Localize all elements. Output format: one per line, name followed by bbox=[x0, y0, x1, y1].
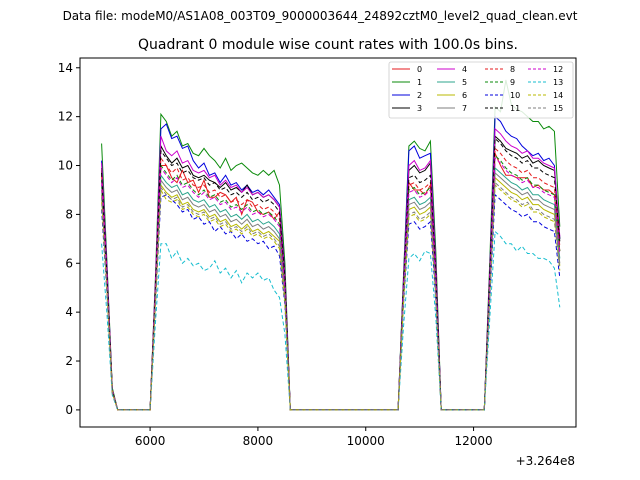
legend-label: 11 bbox=[510, 104, 520, 113]
figure-suptitle: Data file: modeM0/AS1A08_003T09_90000036… bbox=[63, 9, 578, 23]
legend-entry-3: 3 bbox=[392, 104, 422, 113]
legend-entry-1: 1 bbox=[392, 78, 422, 87]
y-tick-label: 8 bbox=[65, 207, 73, 221]
series-layer bbox=[101, 79, 561, 411]
legend-entry-12: 12 bbox=[528, 65, 563, 74]
legend-entry-0: 0 bbox=[392, 65, 422, 74]
plot-frame bbox=[80, 58, 576, 427]
legend-entry-7: 7 bbox=[437, 104, 467, 113]
legend-entry-13: 13 bbox=[528, 78, 563, 87]
legend-entry-4: 4 bbox=[437, 65, 467, 74]
legend-label: 8 bbox=[510, 65, 515, 74]
plot-area bbox=[79, 57, 577, 428]
series-line-11 bbox=[101, 137, 561, 411]
legend-label: 7 bbox=[462, 104, 467, 113]
legend-label: 5 bbox=[462, 78, 467, 87]
axes-border bbox=[79, 57, 577, 428]
legend-entry-5: 5 bbox=[437, 78, 467, 87]
legend-label: 9 bbox=[510, 78, 515, 87]
legend-label: 4 bbox=[462, 65, 467, 74]
legend-label: 0 bbox=[417, 65, 422, 74]
legend-label: 1 bbox=[417, 78, 422, 87]
legend-frame bbox=[388, 61, 574, 119]
legend-entry-11: 11 bbox=[485, 104, 520, 113]
x-tick-label: 6000 bbox=[135, 434, 166, 448]
y-axis: 0 2 4 6 8 10 12 14 bbox=[58, 61, 80, 417]
legend-label: 2 bbox=[417, 91, 422, 100]
y-tick-label: 12 bbox=[58, 110, 73, 124]
legend-label: 14 bbox=[553, 91, 563, 100]
y-tick-label: 14 bbox=[58, 61, 73, 75]
legend-label: 12 bbox=[553, 65, 563, 74]
legend-label: 13 bbox=[553, 78, 563, 87]
chart-title: Quadrant 0 module wise count rates with … bbox=[138, 37, 518, 53]
legend-label: 10 bbox=[510, 91, 520, 100]
y-tick-label: 10 bbox=[58, 159, 73, 173]
legend-entry-9: 9 bbox=[485, 78, 515, 87]
legend-entry-15: 15 bbox=[528, 104, 563, 113]
legend-entry-14: 14 bbox=[528, 91, 563, 100]
x-axis-offset-label: +3.264e8 bbox=[516, 454, 575, 468]
legend-label: 15 bbox=[553, 104, 563, 113]
y-tick-label: 6 bbox=[65, 256, 73, 270]
legend-label: 6 bbox=[462, 91, 467, 100]
x-tick-label: 10000 bbox=[347, 434, 385, 448]
x-tick-label: 8000 bbox=[243, 434, 274, 448]
y-tick-label: 4 bbox=[65, 305, 73, 319]
x-tick-label: 12000 bbox=[454, 434, 492, 448]
legend-entry-10: 10 bbox=[485, 91, 520, 100]
legend-entry-8: 8 bbox=[485, 65, 515, 74]
legend-label: 3 bbox=[417, 104, 422, 113]
x-axis: 6000 8000 10000 12000 bbox=[135, 427, 493, 448]
y-tick-label: 0 bbox=[65, 403, 73, 417]
series-line-14 bbox=[101, 184, 561, 411]
legend-entry-2: 2 bbox=[392, 91, 422, 100]
legend-entry-6: 6 bbox=[437, 91, 467, 100]
y-tick-label: 2 bbox=[65, 354, 73, 368]
